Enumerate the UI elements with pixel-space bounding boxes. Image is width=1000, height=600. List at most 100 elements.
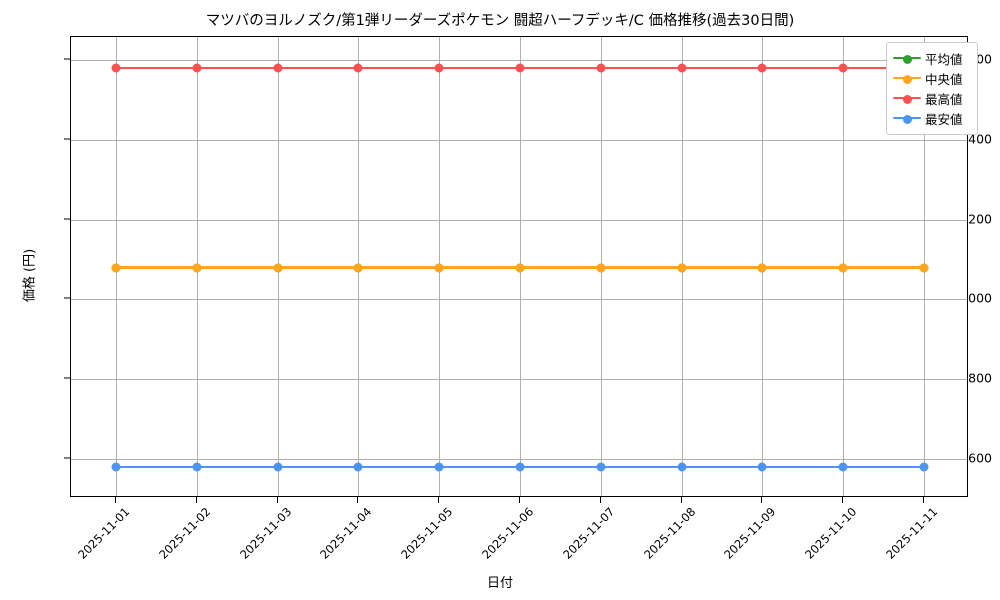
series-line-segment	[115, 266, 197, 269]
series-line-segment	[196, 465, 278, 469]
y-axis-tick-label: 800	[968, 370, 992, 386]
series-data-point[interactable]	[515, 462, 525, 472]
series-line-segment	[439, 465, 520, 469]
x-axis-tick-label: 2025-11-03	[236, 504, 294, 562]
x-axis-tick-mark	[195, 497, 197, 503]
series-line-segment	[277, 465, 359, 469]
y-axis-tick-mark	[64, 457, 70, 459]
series-data-point[interactable]	[919, 462, 929, 472]
series-data-point[interactable]	[838, 263, 848, 272]
x-axis-tick-mark	[276, 497, 278, 503]
series-data-point[interactable]	[677, 462, 687, 472]
series-line-segment	[762, 465, 844, 469]
y-axis-tick-label: 1000	[960, 290, 992, 306]
series-data-point[interactable]	[111, 263, 121, 272]
series-data-point[interactable]	[596, 462, 606, 472]
series-data-point[interactable]	[677, 263, 687, 272]
gridline-horizontal	[71, 139, 967, 141]
x-axis-tick-label: 2025-11-11	[883, 504, 941, 562]
series-data-point[interactable]	[273, 462, 283, 472]
series-data-point[interactable]	[273, 63, 283, 73]
x-axis-tick-label: 2025-11-04	[317, 504, 375, 562]
series-line-segment	[520, 66, 601, 70]
x-axis-tick-mark	[438, 497, 440, 503]
x-axis-tick-mark	[357, 497, 359, 503]
legend-item[interactable]: 最安値	[893, 108, 971, 128]
series-data-point[interactable]	[111, 462, 121, 472]
series-data-point[interactable]	[838, 462, 848, 472]
data-series	[71, 37, 967, 496]
series-line-segment	[277, 66, 359, 70]
series-data-point[interactable]	[434, 462, 444, 472]
series-line-segment	[681, 465, 763, 469]
series-data-point[interactable]	[192, 263, 202, 272]
y-axis-tick-mark	[64, 377, 70, 379]
gridline-horizontal	[71, 379, 967, 381]
x-axis-tick-mark	[680, 497, 682, 503]
series-data-point[interactable]	[434, 63, 444, 73]
series-data-point[interactable]	[919, 263, 929, 272]
gridline-horizontal	[71, 458, 967, 460]
series-data-point[interactable]	[353, 63, 363, 73]
series-line-segment	[196, 266, 278, 269]
series-line-segment	[115, 66, 197, 70]
series-data-point[interactable]	[757, 63, 767, 73]
legend-item[interactable]: 最高値	[893, 88, 971, 108]
series-line-segment	[358, 266, 440, 269]
x-axis-tick-mark	[842, 497, 844, 503]
series-data-point[interactable]	[192, 462, 202, 472]
x-axis-tick-label: 2025-11-07	[559, 504, 618, 562]
y-axis-tick-label: 1400	[960, 131, 992, 147]
series-line-segment	[520, 266, 601, 269]
chart-title: マツバのヨルノズク/第1弾リーダーズポケモン 闘超ハーフデッキ/C 価格推移(過…	[205, 13, 795, 29]
series-line-segment	[439, 66, 520, 70]
series-data-point[interactable]	[677, 63, 687, 73]
series-data-point[interactable]	[838, 63, 848, 73]
series-data-point[interactable]	[434, 263, 444, 272]
legend-item[interactable]: 中央値	[893, 68, 971, 88]
series-data-point[interactable]	[596, 63, 606, 73]
x-axis-tick-mark	[599, 497, 601, 503]
series-data-point[interactable]	[353, 462, 363, 472]
series-data-point[interactable]	[353, 263, 363, 272]
series-data-point[interactable]	[273, 263, 283, 272]
x-axis-tick-label: 2025-11-10	[802, 504, 860, 562]
series-data-point[interactable]	[111, 63, 121, 73]
series-data-point[interactable]	[192, 63, 202, 73]
series-line-segment	[843, 266, 925, 269]
series-data-point[interactable]	[596, 263, 606, 272]
legend-item-label: 平均値	[925, 51, 963, 67]
gridline-horizontal	[71, 60, 967, 62]
legend-item[interactable]: 平均値	[893, 48, 971, 68]
y-axis-tick-mark	[64, 58, 70, 60]
series-line-segment	[762, 266, 844, 269]
y-axis-tick-label: 1200	[960, 211, 992, 227]
series-line-segment	[843, 465, 925, 469]
series-data-point[interactable]	[515, 263, 525, 272]
legend-marker-icon	[893, 71, 921, 85]
series-line-segment	[843, 66, 925, 70]
x-axis-tick-label: 2025-11-01	[75, 504, 133, 562]
legend-item-label: 最安値	[925, 111, 963, 127]
series-line-segment	[196, 66, 278, 70]
y-axis-tick-label: 600	[968, 450, 992, 466]
series-line-segment	[520, 465, 601, 469]
series-line-segment	[600, 66, 682, 70]
series-data-point[interactable]	[757, 263, 767, 272]
y-axis-label: 価格 (円)	[22, 248, 38, 303]
gridline-horizontal	[71, 219, 967, 221]
legend-item-label: 最高値	[925, 91, 963, 107]
chart-legend: 平均値 中央値 最高値 最安値	[886, 42, 978, 135]
series-data-point[interactable]	[757, 462, 767, 472]
y-axis-tick-mark	[64, 138, 70, 140]
data-series	[71, 37, 967, 496]
x-axis-tick-mark	[761, 497, 763, 503]
x-axis-tick-label: 2025-11-09	[721, 504, 779, 562]
y-axis-tick-mark	[64, 297, 70, 299]
series-line-segment	[600, 465, 682, 469]
series-line-segment	[762, 66, 844, 70]
series-data-point[interactable]	[515, 63, 525, 73]
x-axis-tick-label: 2025-11-08	[640, 504, 698, 562]
x-axis-label: 日付	[486, 576, 513, 591]
